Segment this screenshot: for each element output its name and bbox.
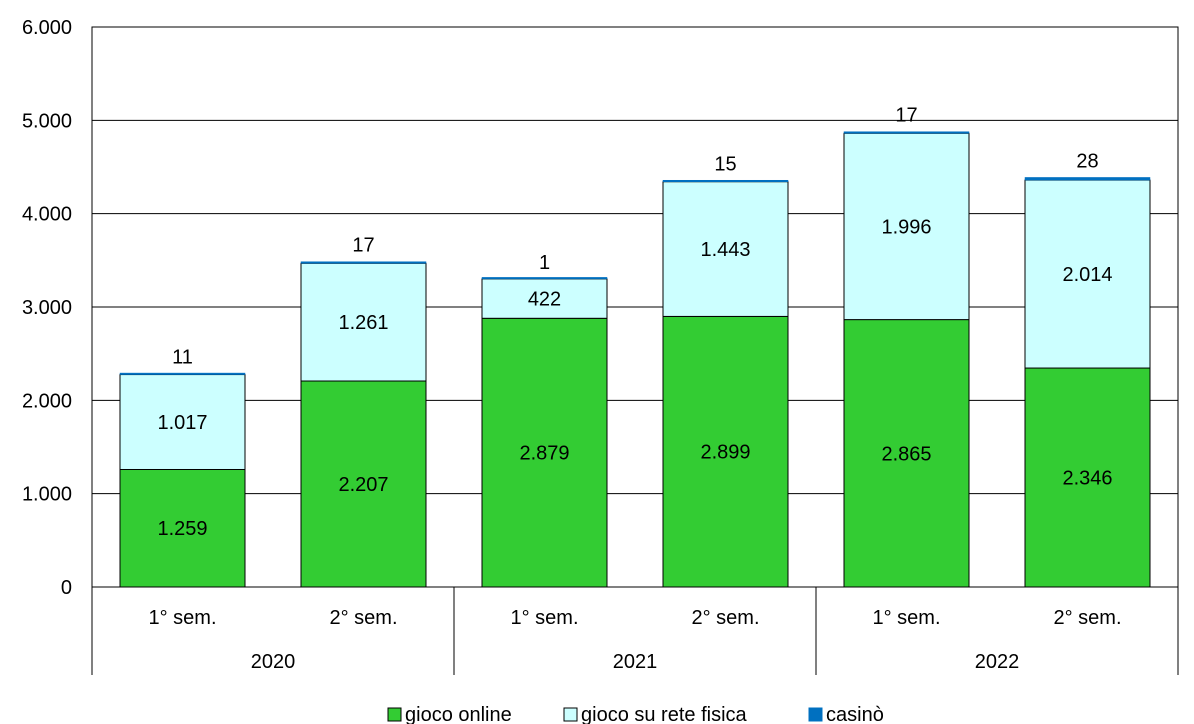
legend-swatch <box>808 707 823 722</box>
data-label: 2.879 <box>519 443 569 465</box>
bar-segment <box>843 131 970 134</box>
x-axis: 1° sem. 2° sem. 1° sem. 2° sem. 1° sem. 2° se… <box>91 587 1179 675</box>
data-label: 1.261 <box>338 312 388 334</box>
legend-swatch <box>387 707 402 722</box>
x-tick-label: 2° sem. <box>691 607 759 629</box>
bar-segment <box>300 380 427 588</box>
bars <box>119 131 1151 588</box>
data-label: 11 <box>172 347 193 369</box>
bar-segment <box>119 374 246 470</box>
legend-swatch <box>563 707 578 722</box>
data-label: 2.865 <box>881 443 931 465</box>
data-label: 1 <box>539 252 550 274</box>
x-tick-label: 1° sem. <box>510 607 578 629</box>
data-label: 1.259 <box>157 518 207 540</box>
legend-label: gioco online <box>405 704 512 724</box>
x-group-label: 2022 <box>975 651 1020 673</box>
y-tick-label: 3.000 <box>22 297 72 319</box>
y-tick-label: 1.000 <box>22 484 72 506</box>
data-label: 15 <box>714 153 736 175</box>
bar-segment <box>1024 177 1151 181</box>
bar-segment <box>300 262 427 382</box>
data-label: 422 <box>528 289 561 311</box>
data-label: 17 <box>895 105 917 127</box>
bar-segment <box>662 181 789 317</box>
bar-segment <box>1024 367 1151 588</box>
x-group-label: 2021 <box>613 651 658 673</box>
bar-segment <box>481 317 608 588</box>
data-label: 1.443 <box>700 239 750 261</box>
bar-segment <box>662 179 789 182</box>
x-tick-label: 1° sem. <box>872 607 940 629</box>
x-group-label: 2020 <box>251 651 296 673</box>
bar-segment <box>1024 179 1151 369</box>
y-tick-label: 2.000 <box>22 390 72 412</box>
bar-segment <box>843 132 970 321</box>
bar-segment <box>300 261 427 264</box>
y-tick-label: 5.000 <box>22 110 72 132</box>
legend-label: gioco su rete fisica <box>581 704 748 724</box>
data-labels: 1.259 1.017 11 2.207 1.261 17 2.879 422 1 2.899 1.… <box>157 105 1112 541</box>
data-label: 2.899 <box>700 442 750 464</box>
bar-segment <box>481 277 608 280</box>
data-label: 2.346 <box>1062 468 1112 490</box>
legend: gioco online gioco su rete fisica casinò <box>387 704 884 724</box>
y-tick-label: 6.000 <box>22 17 72 39</box>
y-tick-label: 4.000 <box>22 204 72 226</box>
x-tick-label: 2° sem. <box>329 607 397 629</box>
data-label: 28 <box>1076 150 1098 172</box>
bar-segment <box>481 278 608 319</box>
bar-segment <box>119 372 246 375</box>
y-axis-tick-labels: 0 1.000 2.000 3.000 4.000 5.000 6.000 <box>22 17 72 599</box>
legend-label: casinò <box>826 704 884 724</box>
data-label: 1.996 <box>881 216 931 238</box>
data-label: 17 <box>352 235 374 257</box>
data-label: 2.014 <box>1062 264 1112 286</box>
bar-segment <box>662 315 789 588</box>
data-label: 2.207 <box>338 474 388 496</box>
y-tick-label: 0 <box>61 577 72 599</box>
data-label: 1.017 <box>157 412 207 434</box>
x-tick-label: 2° sem. <box>1053 607 1121 629</box>
gridlines <box>91 26 1179 588</box>
x-tick-label: 1° sem. <box>148 607 216 629</box>
